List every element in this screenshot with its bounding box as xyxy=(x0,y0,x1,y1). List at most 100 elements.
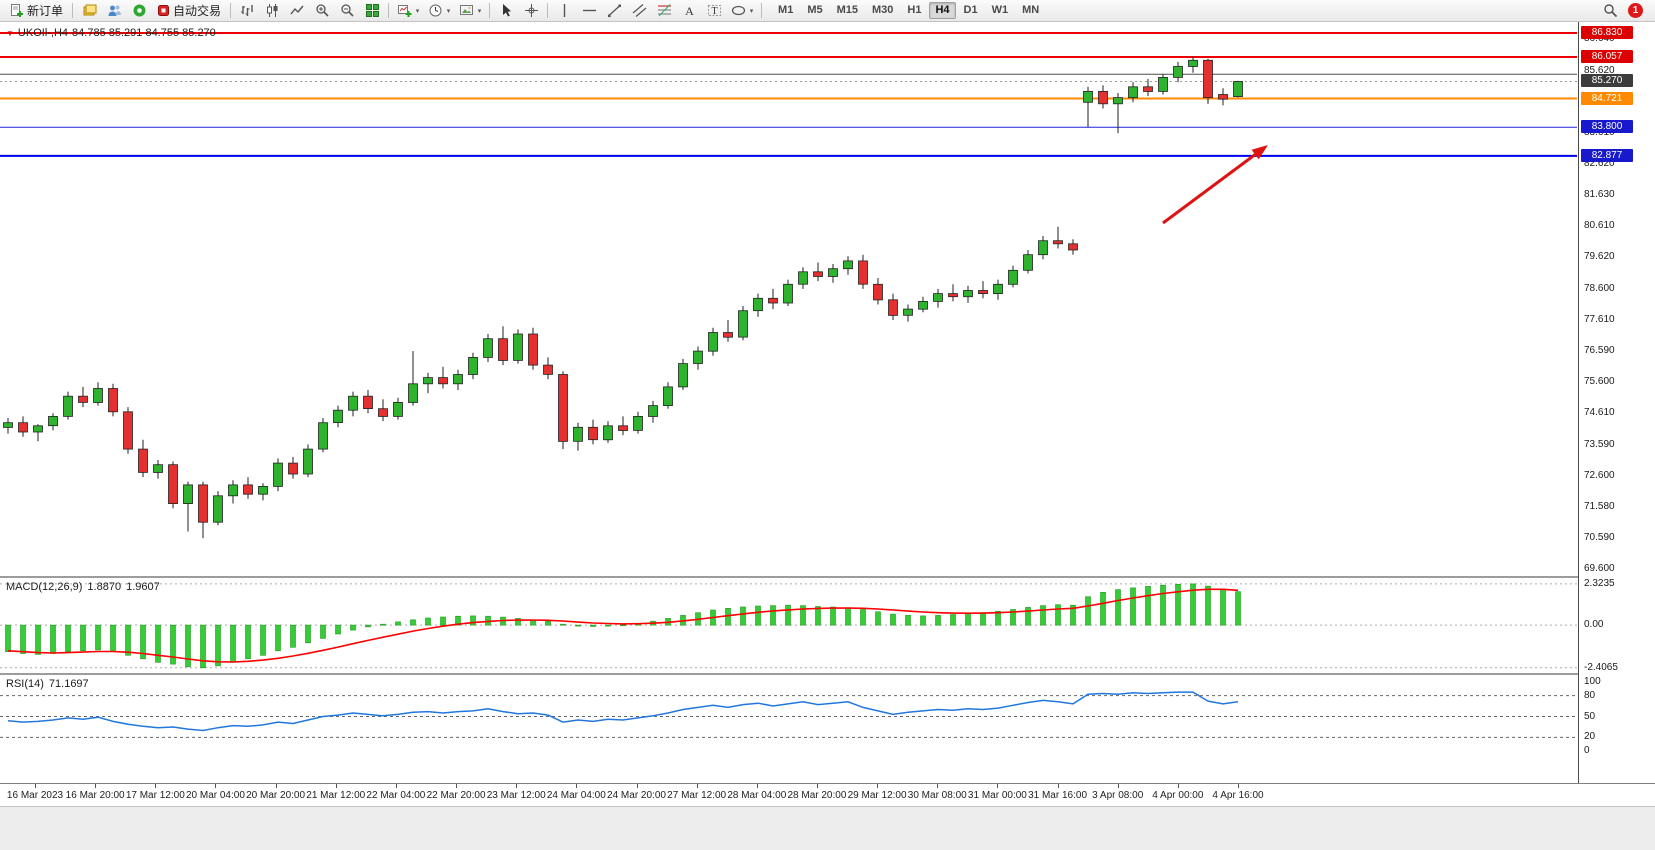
tile-windows-icon xyxy=(365,4,379,17)
timeframe-button-h4[interactable]: H4 xyxy=(929,2,956,19)
status-strip xyxy=(0,806,1655,850)
time-axis-tick xyxy=(155,784,157,788)
fibonacci-icon xyxy=(657,4,671,17)
shapes-tool-button[interactable]: ▾ xyxy=(727,1,757,20)
fibonacci-tool-button[interactable] xyxy=(652,1,676,20)
pane-separator[interactable] xyxy=(0,673,1655,676)
new-order-icon xyxy=(11,4,23,17)
toolbar-separator xyxy=(388,3,390,18)
vertical-line-icon xyxy=(563,4,565,17)
rsi-chart[interactable] xyxy=(0,676,1577,757)
timeframe-button-m30[interactable]: M30 xyxy=(866,2,899,19)
main-chart-pane[interactable]: ▼ UKOIl-,H4 84.785 85.291 84.755 85.270 xyxy=(0,23,1577,576)
templates-button[interactable]: ▾ xyxy=(455,1,485,20)
chart-title: ▼ UKOIl-,H4 84.785 85.291 84.755 85.270 xyxy=(6,27,216,39)
time-axis-tick xyxy=(877,784,879,788)
time-axis-label: 23 Mar 12:00 xyxy=(486,790,546,801)
price-axis-label: 72.600 xyxy=(1584,469,1615,481)
timeframe-button-w1[interactable]: W1 xyxy=(986,2,1015,19)
template-image-icon xyxy=(459,5,473,15)
price-axis-label: 50 xyxy=(1584,710,1596,722)
cursor-tool-button[interactable] xyxy=(494,1,518,20)
svg-text:A: A xyxy=(685,4,694,18)
macd-label: MACD(12,26,9) 1.8870 1.9607 xyxy=(6,581,160,593)
rsi-label: RSI(14) 71.1697 xyxy=(6,678,89,690)
vertical-line-tool-button[interactable] xyxy=(552,1,576,20)
candlestick-mode-button[interactable] xyxy=(260,1,284,20)
new-order-button[interactable]: 新订单 xyxy=(4,1,68,20)
time-axis-tick xyxy=(275,784,277,788)
search-icon xyxy=(1603,4,1617,18)
price-axis-label: 2.3235 xyxy=(1584,577,1615,589)
search-button[interactable] xyxy=(1598,1,1622,20)
candlestick-chart[interactable] xyxy=(0,23,1577,576)
time-axis-tick xyxy=(516,784,518,788)
time-axis-tick xyxy=(1117,784,1119,788)
price-axis-label: 69.600 xyxy=(1584,562,1615,574)
pane-separator[interactable] xyxy=(0,576,1655,579)
price-axis-label: 70.590 xyxy=(1584,532,1615,544)
macd-chart[interactable] xyxy=(0,579,1577,673)
text-tool-button[interactable]: A xyxy=(677,1,701,20)
cursor-icon xyxy=(502,4,511,17)
tile-windows-button[interactable] xyxy=(360,1,384,20)
periods-button[interactable]: ▾ xyxy=(424,1,454,20)
time-axis-tick xyxy=(816,784,818,788)
text-label-tool-button[interactable]: T xyxy=(702,1,726,20)
autotrade-label: 自动交易 xyxy=(173,4,222,18)
timeframe-button-mn[interactable]: MN xyxy=(1016,2,1045,19)
bar-chart-mode-button[interactable] xyxy=(235,1,259,20)
timeframe-button-m1[interactable]: M1 xyxy=(772,2,799,19)
channel-icon xyxy=(632,4,646,17)
price-axis-label: 75.600 xyxy=(1584,376,1615,388)
price-axis[interactable]: 86.64085.62084.63083.61082.62081.63080.6… xyxy=(1578,22,1655,783)
time-axis-label: 31 Mar 16:00 xyxy=(1028,790,1088,801)
time-axis-tick xyxy=(1057,784,1059,788)
zoom-out-button[interactable] xyxy=(335,1,359,20)
time-axis-label: 24 Mar 04:00 xyxy=(546,790,606,801)
price-axis-label: 80.610 xyxy=(1584,220,1615,232)
trend-arrow-annotation[interactable] xyxy=(1162,145,1268,225)
autotrade-icon xyxy=(158,5,170,16)
price-axis-label: 76.590 xyxy=(1584,345,1615,357)
time-axis-tick xyxy=(95,784,97,788)
dropdown-caret: ▾ xyxy=(446,7,451,15)
macd-pane[interactable]: MACD(12,26,9) 1.8870 1.9607 xyxy=(0,579,1577,673)
dropdown-caret: ▾ xyxy=(749,7,754,15)
time-axis[interactable]: 16 Mar 2023 16 Mar 20:00 17 Mar 12:00 20 Ma… xyxy=(0,783,1655,807)
bar-chart-mode-icon xyxy=(240,5,253,16)
crosshair-tool-button[interactable] xyxy=(519,1,543,20)
timeframe-button-d1[interactable]: D1 xyxy=(958,2,984,19)
time-axis-label: 24 Mar 20:00 xyxy=(607,790,666,801)
chart-window: ▼ UKOIl-,H4 84.785 85.291 84.755 85.270 … xyxy=(0,22,1655,850)
time-axis-tick xyxy=(1238,784,1239,788)
time-axis-label: 31 Mar 00:00 xyxy=(967,790,1027,801)
price-axis-label: 20 xyxy=(1584,731,1596,743)
time-axis-label: 29 Mar 12:00 xyxy=(847,790,907,801)
zoom-in-button[interactable] xyxy=(310,1,334,20)
clock-icon xyxy=(429,4,442,17)
community-button[interactable] xyxy=(102,1,126,20)
price-axis-label: -2.4065 xyxy=(1584,661,1618,673)
price-axis-label: 80 xyxy=(1584,689,1596,701)
chart-ohlc-label: 84.785 85.291 84.755 85.270 xyxy=(72,27,216,39)
timeframe-button-h1[interactable]: H1 xyxy=(901,2,927,19)
toolbar-right-group: 1 xyxy=(1598,1,1651,20)
trendline-tool-button[interactable] xyxy=(602,1,626,20)
timeframe-button-m5[interactable]: M5 xyxy=(801,2,828,19)
time-axis-label: 22 Mar 20:00 xyxy=(426,790,486,801)
new-order-label: 新订单 xyxy=(27,4,64,18)
channel-tool-button[interactable] xyxy=(627,1,651,20)
horizontal-line-tool-button[interactable] xyxy=(577,1,601,20)
price-axis-label: 81.630 xyxy=(1584,188,1615,200)
text-a-icon: A xyxy=(685,4,694,18)
rsi-pane[interactable]: RSI(14) 71.1697 xyxy=(0,676,1577,757)
line-chart-mode-icon xyxy=(289,5,304,15)
line-chart-mode-button[interactable] xyxy=(285,1,309,20)
timeframe-button-m15[interactable]: M15 xyxy=(831,2,864,19)
autotrade-button[interactable]: 自动交易 xyxy=(152,1,226,20)
notification-badge[interactable]: 1 xyxy=(1628,3,1643,18)
mql5-button[interactable] xyxy=(127,1,151,20)
charts-list-button[interactable] xyxy=(77,1,101,20)
new-chart-button[interactable]: ▾ xyxy=(393,1,423,20)
